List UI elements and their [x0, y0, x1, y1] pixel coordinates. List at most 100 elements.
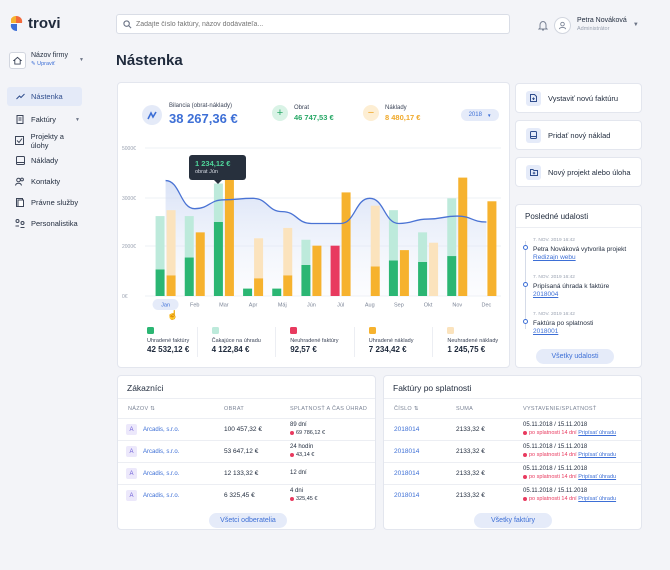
table-row[interactable]: A Arcadis, s.r.o. 12 133,32 € 12 dní: [118, 462, 375, 484]
card-divider: [118, 398, 375, 399]
column-header-number[interactable]: ČÍSLO ⇅: [394, 406, 419, 412]
y-tick-label: 5000€: [122, 146, 136, 152]
table-row[interactable]: A Arcadis, s.r.o. 53 647,12 € 24 hodín 4…: [118, 440, 375, 462]
page-title: Nástenka: [116, 52, 183, 69]
invoice-number[interactable]: 2018014: [394, 470, 420, 477]
tooltip-arrow: [214, 180, 222, 184]
customer-due: 89 dní: [290, 422, 307, 428]
turnover-label: Obrat: [294, 105, 310, 111]
user-menu[interactable]: Petra Nováková Administrátor ▼: [554, 16, 639, 34]
tablet-icon: [526, 127, 541, 143]
y-tick-label: 2000€: [122, 244, 136, 250]
sidebar-item-invoices[interactable]: Faktúry ▼: [7, 110, 82, 129]
table-row[interactable]: 2018014 2133,32 € 05.11.2018 / 15.11.201…: [384, 440, 641, 462]
chart-tooltip: 1 234,12 € obrat Jún: [189, 155, 246, 180]
chart-scale-icon: [146, 110, 157, 119]
company-edit-link[interactable]: ✎ Upraviť: [31, 61, 56, 67]
record-payment-link[interactable]: Pripísať úhradu: [578, 430, 617, 436]
column-header-due: SPLATNOSŤ A ČAS ÚHRAD: [290, 406, 368, 412]
legend-item: Neuhradené faktúry 92,57 €: [275, 327, 354, 357]
avatar: [554, 16, 571, 34]
customer-name[interactable]: Arcadis, s.r.o.: [143, 427, 180, 433]
invoice-amount: 2133,32 €: [456, 470, 485, 477]
bar-neuhradené-náklady: [254, 238, 264, 279]
all-customers-button[interactable]: Všetci odberatelia: [209, 513, 287, 528]
table-row[interactable]: 2018014 2133,32 € 05.11.2018 / 15.11.201…: [384, 462, 641, 484]
new-invoice-button[interactable]: Vystaviť novú faktúru: [515, 83, 642, 113]
action-label: Pridať nový náklad: [548, 130, 611, 140]
customer-name[interactable]: Arcadis, s.r.o.: [143, 449, 180, 455]
invoice-number[interactable]: 2018014: [394, 492, 420, 499]
table-row[interactable]: 2018014 2133,32 € 05.11.2018 / 15.11.201…: [384, 484, 641, 506]
new-project-button[interactable]: Nový projekt alebo úloha: [515, 157, 642, 187]
record-payment-link[interactable]: Pripísať úhradu: [578, 496, 617, 502]
legend-label: Uhradené náklady: [368, 338, 414, 344]
bar-uhradené-náklady: [224, 170, 234, 296]
all-invoices-button[interactable]: Všetky faktúry: [474, 513, 552, 528]
invoice-status: po splatnosti 14 dní Pripísať úhradu: [523, 474, 616, 480]
x-tick-label: Jan: [161, 303, 170, 309]
chevron-down-icon: ▼: [75, 116, 80, 123]
record-payment-link[interactable]: Pripísať úhradu: [578, 474, 617, 480]
invoices-title: Faktúry po splatnosti: [393, 383, 472, 393]
timeline-dot: [523, 245, 528, 250]
new-cost-button[interactable]: Pridať nový náklad: [515, 120, 642, 150]
company-name: Názov firmy: [31, 52, 68, 59]
sidebar-item-projects[interactable]: Projekty a úlohy: [7, 131, 82, 150]
customer-turnover: 6 325,45 €: [224, 492, 255, 499]
event-text: Pripísaná úhrada k faktúre: [533, 282, 610, 290]
invoice-number[interactable]: 2018014: [394, 448, 420, 455]
sidebar-item-hr[interactable]: Personalistika: [7, 214, 82, 233]
avatar: A: [126, 424, 137, 435]
legend-swatch: [211, 327, 219, 334]
avatar: A: [126, 468, 137, 479]
bar-uhradené-náklady: [254, 278, 264, 296]
record-payment-link[interactable]: Pripísať úhradu: [578, 452, 617, 458]
table-row[interactable]: 2018014 2133,32 € 05.11.2018 / 15.11.201…: [384, 418, 641, 440]
table-row[interactable]: A Arcadis, s.r.o. 100 457,32 € 89 dní 69…: [118, 418, 375, 440]
sidebar-item-contacts[interactable]: Kontakty: [7, 172, 82, 191]
selected-month-pill: [152, 299, 179, 310]
bar-uhradené-náklady: [458, 177, 468, 296]
logo[interactable]: trovi: [9, 15, 61, 32]
costs-icon: −: [363, 105, 379, 121]
chevron-down-icon: ▼: [79, 57, 84, 63]
legend-value: 1 245,75 €: [447, 345, 486, 354]
event-link[interactable]: 2018004: [533, 291, 559, 298]
sidebar-item-costs[interactable]: Náklady: [7, 151, 82, 170]
legend-value: 7 234,42 €: [368, 345, 407, 354]
legend-swatch: [147, 327, 154, 334]
event-link[interactable]: 2018001: [533, 328, 559, 335]
event-link[interactable]: Redizajn webu: [533, 254, 576, 261]
user-name: Petra Nováková: [577, 17, 627, 24]
bar-čakajúce-na-úhradu: [301, 239, 311, 265]
company-switcher[interactable]: Názov firmy ✎ Upraviť ▼: [9, 51, 84, 69]
sidebar-item-dashboard[interactable]: Nástenka: [7, 87, 82, 106]
bar-uhradené-náklady: [283, 275, 293, 296]
column-header-name[interactable]: NÁZOV ⇅: [128, 406, 156, 412]
tooltip-value: 1 234,12 €: [195, 159, 231, 168]
y-tick-label: 0€: [122, 294, 128, 300]
bar-uhradené-náklady: [341, 192, 351, 296]
customer-name[interactable]: Arcadis, s.r.o.: [143, 471, 180, 477]
legend-label: Neuhradené faktúry: [290, 338, 339, 344]
all-events-button[interactable]: Všetky udalosti: [536, 349, 614, 364]
invoice-status: po splatnosti 14 dní Pripísať úhradu: [523, 496, 616, 502]
search-bar[interactable]: [116, 14, 510, 34]
bar-uhradené-faktúry: [243, 288, 253, 296]
sort-icon: ⇅: [150, 406, 156, 412]
search-input[interactable]: [136, 20, 496, 28]
invoice-dates: 05.11.2018 / 15.11.2018: [523, 488, 588, 494]
table-row[interactable]: A Arcadis, s.r.o. 6 325,45 € 4 dni 325,4…: [118, 484, 375, 506]
events-card: Posledné udalosti 7. NOV. 2019 16:42 Pet…: [515, 204, 642, 368]
x-tick-label: Júl: [337, 303, 344, 309]
x-tick-label: Okt: [424, 303, 433, 309]
bar-uhradené-faktúry: [388, 260, 398, 296]
bar-uhradené-náklady: [487, 201, 497, 296]
year-select[interactable]: 2018 ▼: [461, 109, 499, 121]
sidebar-item-legal[interactable]: Právne služby: [7, 193, 82, 212]
invoice-number[interactable]: 2018014: [394, 426, 420, 433]
customer-name[interactable]: Arcadis, s.r.o.: [143, 493, 180, 499]
notifications-button[interactable]: [537, 20, 549, 33]
legend-swatch: [447, 327, 455, 334]
